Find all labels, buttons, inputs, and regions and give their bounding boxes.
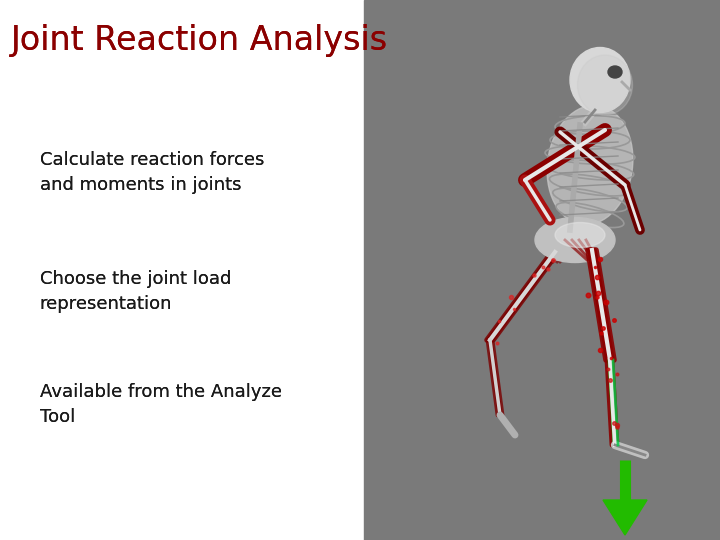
Text: Calculate reaction forces
and moments in joints: Calculate reaction forces and moments in… <box>40 151 264 194</box>
Polygon shape <box>603 500 647 535</box>
Ellipse shape <box>555 222 605 247</box>
Ellipse shape <box>608 66 622 78</box>
Ellipse shape <box>547 105 633 225</box>
Ellipse shape <box>535 218 615 262</box>
Text: Choose the joint load
representation: Choose the joint load representation <box>40 270 231 313</box>
Text: Joint Reaction Analysis: Joint Reaction Analysis <box>11 24 388 57</box>
Bar <box>364 0 720 540</box>
Text: Joint Reaction Analysis: Joint Reaction Analysis <box>11 24 388 57</box>
Ellipse shape <box>577 55 632 115</box>
Text: Available from the Analyze
Tool: Available from the Analyze Tool <box>40 383 282 427</box>
Text: Calculate reaction forces
and moments in joints: Calculate reaction forces and moments in… <box>40 151 264 194</box>
Ellipse shape <box>570 48 630 112</box>
Bar <box>0 0 364 540</box>
Text: Available from the Analyze
Tool: Available from the Analyze Tool <box>40 383 282 427</box>
Text: Choose the joint load
representation: Choose the joint load representation <box>40 270 231 313</box>
